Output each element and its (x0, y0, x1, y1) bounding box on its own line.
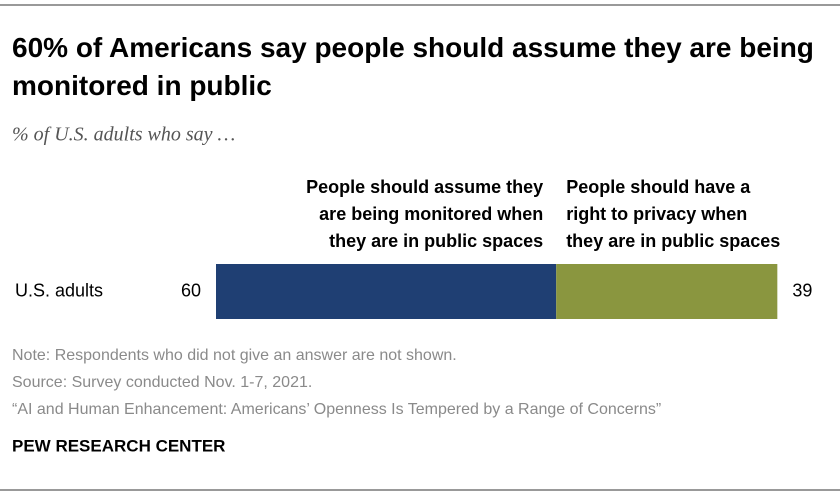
value-label: 60 (181, 280, 201, 300)
category-label: U.S. adults (15, 280, 103, 300)
legend-label: People should assume they are being moni… (306, 177, 544, 251)
source: PEW RESEARCH CENTER (12, 436, 225, 455)
value-label: 39 (792, 280, 812, 300)
bar-segment (216, 264, 557, 319)
chart-title: 60% of Americans say people should assum… (12, 32, 822, 101)
bar-segment (556, 264, 778, 319)
note: “AI and Human Enhancement: Americans’ Op… (12, 401, 661, 418)
legend-label: People should have a right to privacy wh… (566, 177, 781, 251)
note: Note: Respondents who did not give an an… (12, 347, 457, 364)
chart-subtitle: % of U.S. adults who say … (12, 124, 235, 146)
note: Source: Survey conducted Nov. 1-7, 2021. (12, 374, 312, 391)
